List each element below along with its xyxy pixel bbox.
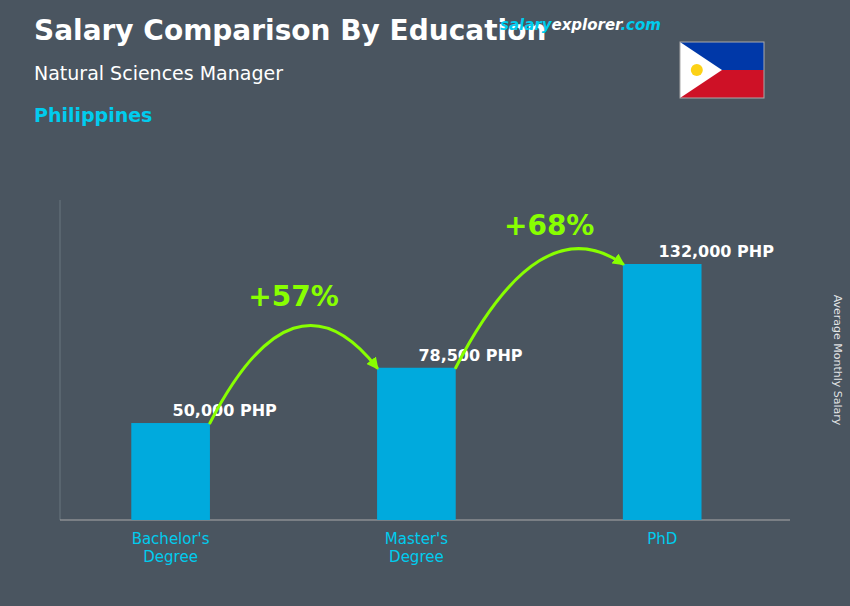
x-tick-label-line: Bachelor's [132, 530, 210, 548]
country: Philippines [34, 104, 152, 126]
x-tick-label-line: Degree [143, 548, 198, 566]
bar [623, 264, 702, 520]
data-label: 132,000 PHP [659, 242, 775, 261]
source-part: .com [620, 16, 661, 34]
flag-border [680, 42, 764, 98]
bar [377, 368, 456, 520]
y-axis-label: Average Monthly Salary [831, 295, 844, 426]
subtitle: Natural Sciences Manager [34, 62, 283, 84]
change-arrow [456, 249, 623, 368]
x-tick-label-line: Degree [389, 548, 444, 566]
x-tick-label: Master'sDegree [385, 530, 448, 566]
y-axis-line [60, 200, 61, 520]
bar [131, 423, 210, 520]
source-part: explorer [552, 16, 625, 34]
flag-sun [691, 64, 703, 76]
background [0, 0, 850, 606]
data-label: 78,500 PHP [418, 346, 522, 365]
x-tick-label-line: PhD [647, 530, 677, 548]
title: Salary Comparison By Education [34, 14, 546, 47]
x-tick-label: Bachelor'sDegree [132, 530, 210, 566]
flag [680, 42, 764, 98]
flag-triangle [680, 42, 722, 98]
bars [131, 264, 701, 520]
change-label: +57% [248, 280, 338, 313]
x-tick-label-line: Master's [385, 530, 448, 548]
source-part: salary [500, 16, 553, 34]
change-arrow [210, 325, 377, 423]
x-tick-label: PhD [647, 530, 677, 548]
change-label: +68% [504, 209, 594, 242]
source-brand: salaryexplorer.com [500, 16, 661, 34]
data-label: 50,000 PHP [173, 401, 277, 420]
